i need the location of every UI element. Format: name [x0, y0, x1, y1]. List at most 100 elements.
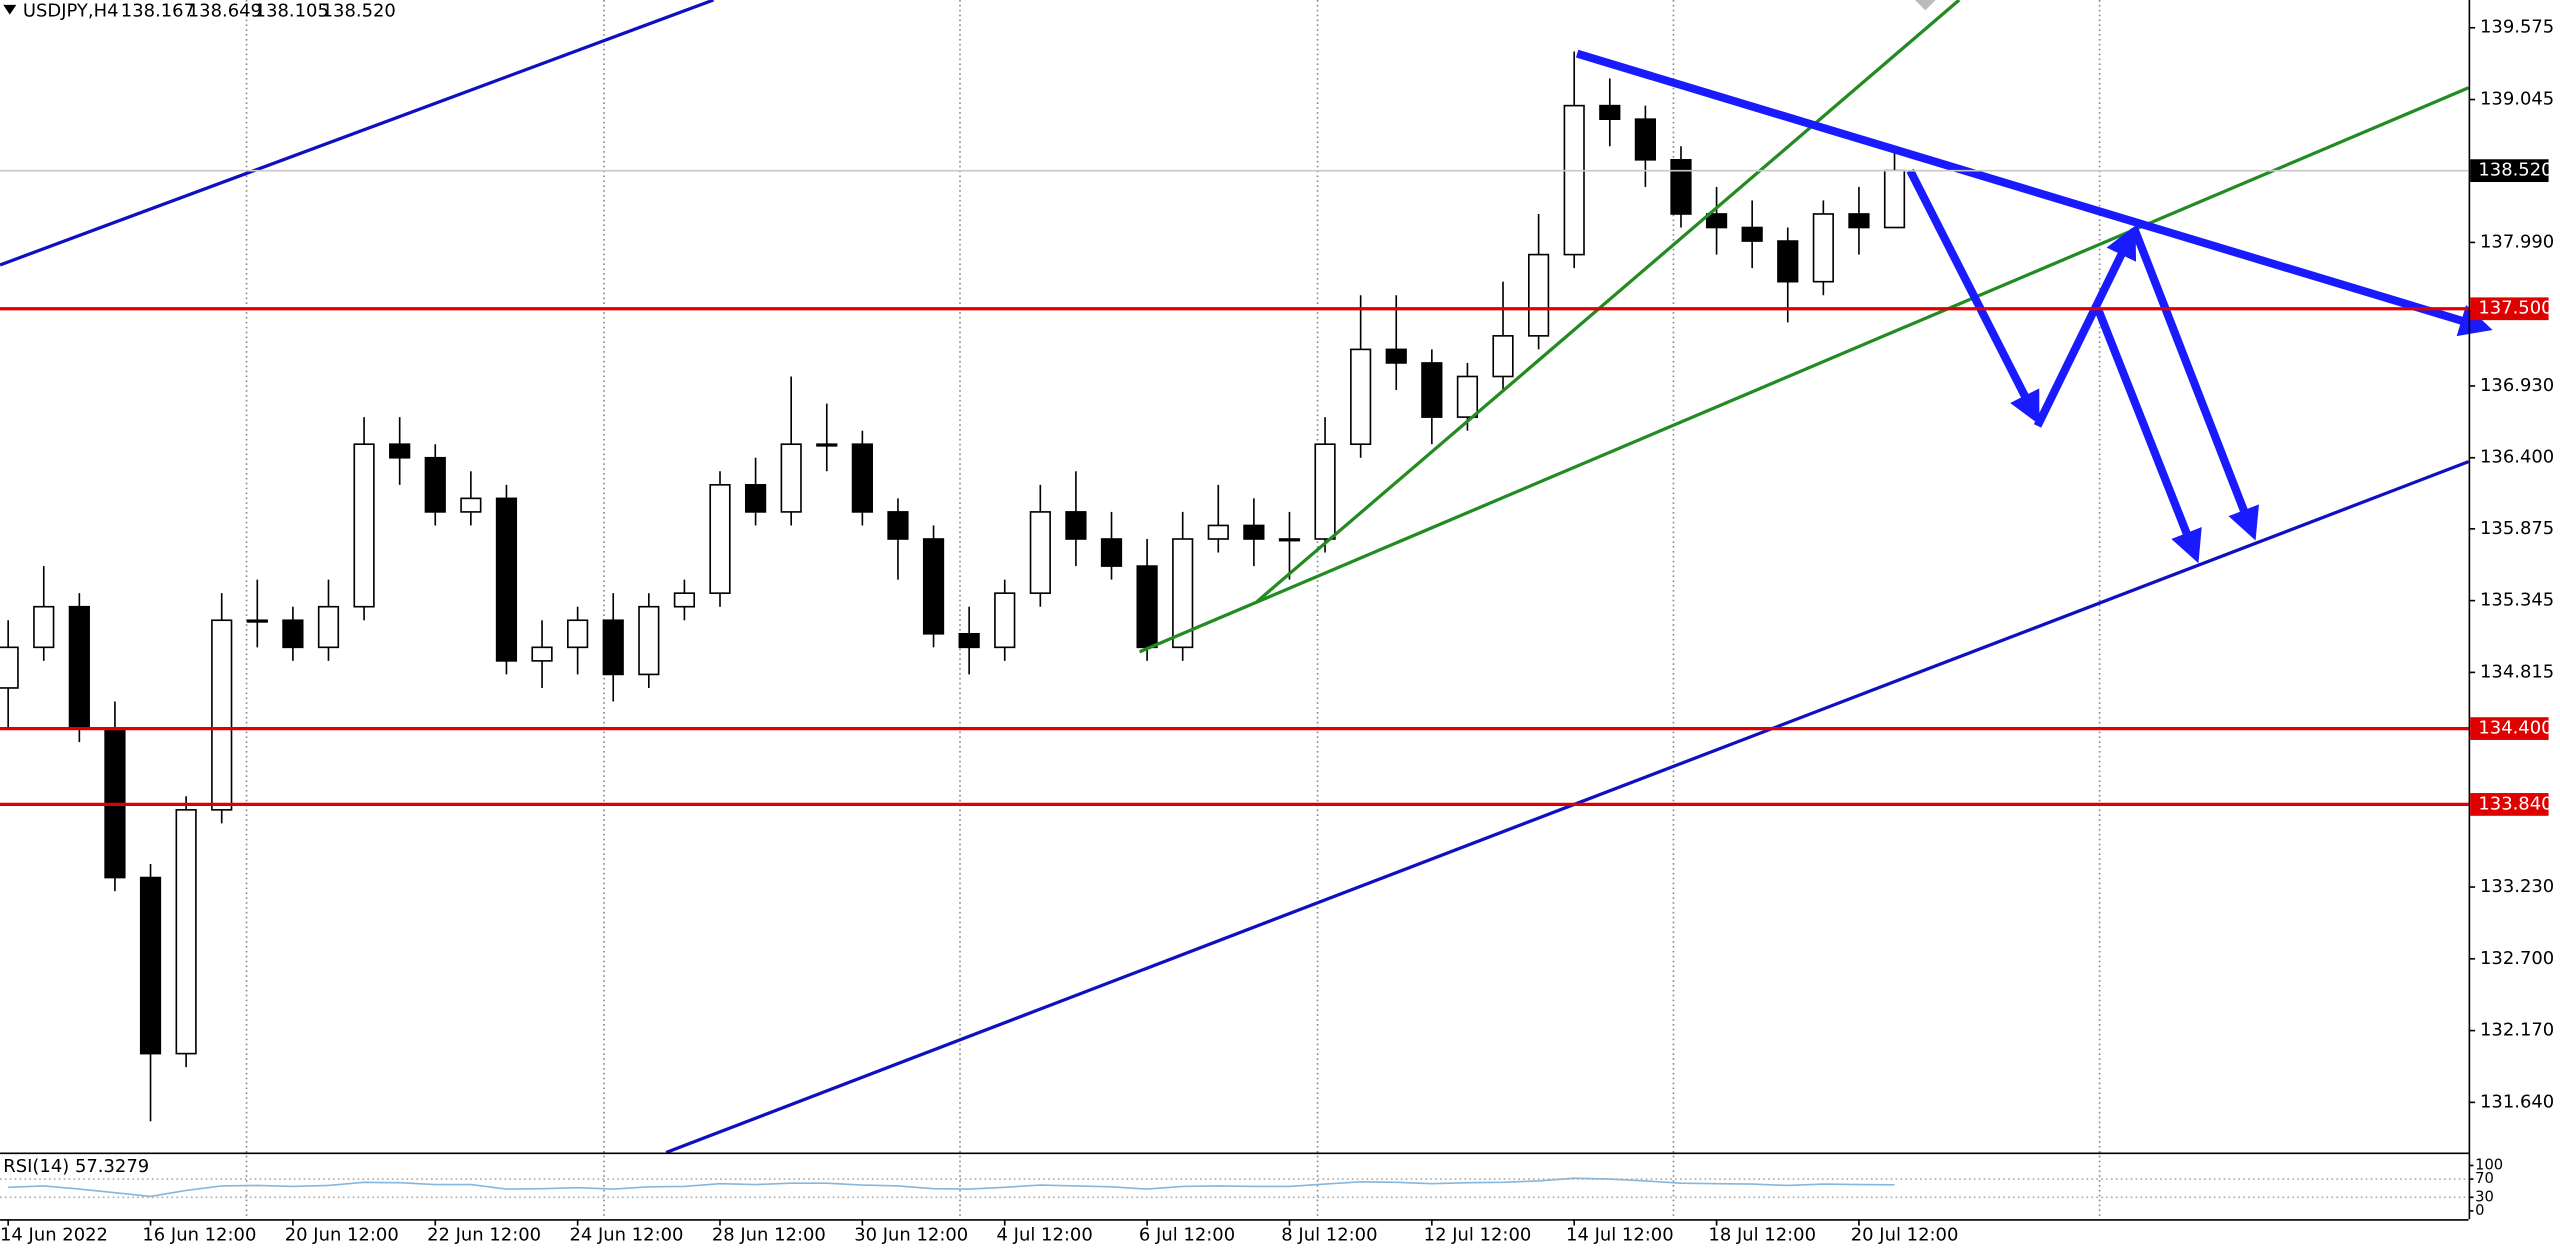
candle-body	[1670, 158, 1692, 215]
candle-body	[1741, 226, 1763, 242]
separators	[245, 0, 2101, 1220]
candle-body	[175, 809, 197, 1055]
candle-body	[1278, 538, 1301, 542]
candle-body	[1207, 524, 1229, 540]
x-tick-label: 18 Jul 12:00	[1708, 1224, 1816, 1245]
candle-body	[887, 511, 909, 540]
y-tick-label: 136.400	[2480, 447, 2554, 468]
y-tick-label: 131.640	[2480, 1091, 2554, 1112]
candle-body	[282, 619, 304, 649]
candle-body	[33, 605, 55, 649]
forecast-arrow	[2033, 225, 2136, 428]
level-label: 133.840	[2478, 793, 2552, 814]
rsi-tick-label: 70	[2475, 1170, 2494, 1187]
rsi-tick-label: 0	[2475, 1202, 2484, 1219]
candle-body	[922, 538, 945, 635]
rsi-tick-label: 30	[2475, 1188, 2494, 1205]
candle-body	[353, 443, 375, 608]
y-tick-label: 133.230	[2480, 876, 2554, 897]
candle-body	[0, 646, 19, 689]
level-box	[2470, 717, 2549, 740]
level-box	[2470, 297, 2549, 321]
candle-body	[994, 592, 1016, 649]
forecast-arrow	[1906, 168, 2040, 425]
candle-body	[495, 497, 518, 662]
x-tick-label: 12 Jul 12:00	[1424, 1224, 1532, 1245]
header-value: 138.105	[255, 0, 329, 21]
marks	[0, 51, 1906, 1198]
level-label: 134.400	[2478, 718, 2552, 739]
x-tick-label: 24 Jun 12:00	[569, 1224, 683, 1245]
candle-body	[1492, 335, 1514, 378]
y-tick-label: 134.815	[2480, 661, 2554, 682]
x-tick-label: 14 Jul 12:00	[1566, 1224, 1674, 1245]
x-tick-label: 22 Jun 12:00	[427, 1224, 541, 1245]
menu-triangle[interactable]	[3, 4, 17, 15]
candle-body	[1421, 362, 1443, 418]
x-tick-label: 8 Jul 12:00	[1281, 1224, 1377, 1245]
candle-body	[1599, 104, 1621, 120]
candle-body	[1563, 104, 1585, 256]
candle-body	[1528, 253, 1550, 337]
candle-body	[709, 484, 731, 594]
candle-body	[460, 497, 482, 513]
candle-body	[958, 632, 980, 649]
trend-line	[0, 0, 715, 267]
candle-body	[1705, 213, 1728, 229]
candle-body	[68, 605, 90, 730]
x-tick-label: 20 Jun 12:00	[285, 1224, 399, 1245]
trend-line	[665, 460, 2470, 1154]
y-tick-label: 135.875	[2480, 518, 2554, 539]
y-tick-label: 136.930	[2480, 375, 2554, 396]
candle-body	[1634, 118, 1656, 161]
candle-body	[851, 443, 873, 513]
x-tick-label: 14 Jun 2022	[0, 1224, 108, 1245]
y-tick-label: 135.345	[2480, 590, 2554, 611]
y-tick-label: 139.045	[2480, 89, 2554, 110]
candle-body	[744, 484, 767, 513]
y-tick-label: 132.170	[2480, 1020, 2554, 1041]
y-tick-label: 137.990	[2480, 231, 2554, 252]
x-tick-label: 20 Jul 12:00	[1851, 1224, 1959, 1245]
candle-body	[780, 443, 802, 513]
candle-body	[1456, 375, 1479, 418]
anchor-marker	[1914, 0, 1936, 11]
last-price-label: 138.520	[2478, 160, 2552, 181]
candle-body	[1314, 443, 1336, 540]
candle-body	[673, 592, 696, 608]
rsi-title: RSI(14) 57.3279	[3, 1156, 149, 1177]
candle-body	[424, 456, 446, 513]
candle-body	[1777, 240, 1799, 283]
candle-body	[602, 619, 624, 676]
candle-body	[389, 443, 411, 459]
level-box	[2470, 793, 2549, 816]
header-value: 138.649	[188, 0, 262, 21]
header-value: 138.520	[322, 0, 396, 21]
rsi-line	[8, 1177, 1895, 1198]
level-label: 137.500	[2478, 298, 2552, 319]
y-tick-label: 139.575	[2480, 17, 2554, 38]
candle-body	[1812, 213, 1834, 283]
symbol-title: USDJPY,H4	[23, 0, 119, 21]
trend-line	[1256, 0, 1961, 603]
candle-body	[246, 619, 268, 623]
candle-body	[1243, 524, 1265, 540]
resistance-arrow	[1575, 49, 2493, 337]
x-tick-label: 6 Jul 12:00	[1139, 1224, 1235, 1245]
candle-body	[317, 605, 340, 649]
frame	[0, 0, 2471, 1221]
candle-body	[1100, 538, 1123, 567]
candle-body	[1848, 213, 1870, 229]
forecast-arrow	[2130, 226, 2259, 541]
last-price-box	[2470, 159, 2549, 183]
y-tick-label: 132.700	[2480, 948, 2554, 969]
x-tick-label: 16 Jun 12:00	[142, 1224, 256, 1245]
candle-body	[531, 646, 553, 662]
candle-body	[1029, 511, 1051, 594]
candle-body	[211, 619, 233, 811]
rsi-tick-label: 100	[2475, 1156, 2503, 1173]
candle-body	[1883, 169, 1906, 229]
forecast-arrow	[2094, 307, 2202, 564]
